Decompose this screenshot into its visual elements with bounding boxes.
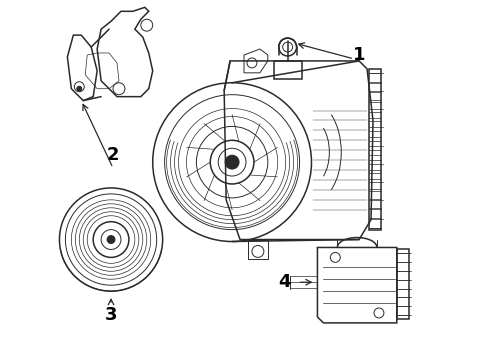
Text: 2: 2 [107,146,119,164]
Circle shape [107,235,115,243]
Circle shape [77,86,82,91]
Circle shape [225,155,239,169]
Text: 1: 1 [353,46,366,64]
Circle shape [228,158,236,166]
Text: 4: 4 [278,273,291,291]
Text: 3: 3 [105,306,117,324]
